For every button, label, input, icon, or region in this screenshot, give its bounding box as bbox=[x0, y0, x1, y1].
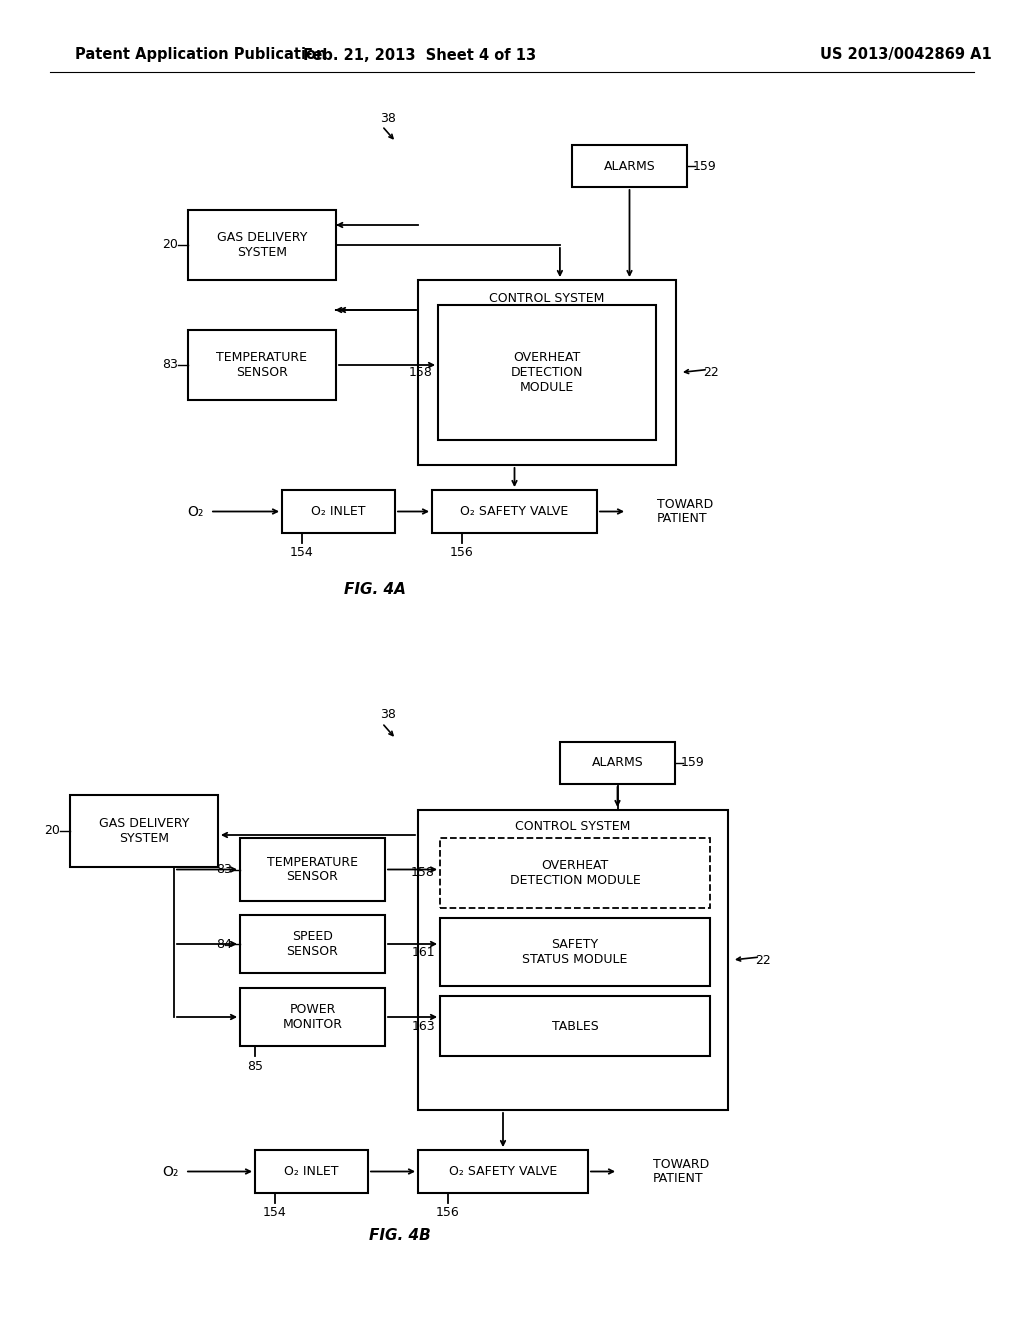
Text: TEMPERATURE
SENSOR: TEMPERATURE SENSOR bbox=[216, 351, 307, 379]
Text: 154: 154 bbox=[290, 546, 314, 560]
Text: O₂ SAFETY VALVE: O₂ SAFETY VALVE bbox=[461, 506, 568, 517]
Text: 161: 161 bbox=[412, 945, 435, 958]
Text: 20: 20 bbox=[162, 239, 178, 252]
Text: SAFETY
STATUS MODULE: SAFETY STATUS MODULE bbox=[522, 939, 628, 966]
Bar bbox=[418, 280, 676, 465]
Text: 85: 85 bbox=[247, 1060, 263, 1072]
Text: TEMPERATURE
SENSOR: TEMPERATURE SENSOR bbox=[267, 855, 358, 883]
Text: TOWARD
PATIENT: TOWARD PATIENT bbox=[653, 1158, 710, 1185]
Text: 22: 22 bbox=[703, 366, 719, 379]
Text: 38: 38 bbox=[380, 709, 396, 722]
Text: O₂ INLET: O₂ INLET bbox=[311, 506, 366, 517]
Bar bbox=[440, 838, 710, 908]
Bar bbox=[560, 742, 675, 784]
Text: TABLES: TABLES bbox=[552, 1019, 598, 1032]
Text: ALARMS: ALARMS bbox=[603, 160, 655, 173]
Text: Feb. 21, 2013  Sheet 4 of 13: Feb. 21, 2013 Sheet 4 of 13 bbox=[303, 48, 537, 62]
Text: 154: 154 bbox=[263, 1206, 287, 1220]
Bar bbox=[240, 987, 385, 1045]
Text: O₂ SAFETY VALVE: O₂ SAFETY VALVE bbox=[449, 1166, 557, 1177]
Text: FIG. 4A: FIG. 4A bbox=[344, 582, 406, 598]
Bar bbox=[188, 210, 336, 280]
Text: 156: 156 bbox=[451, 546, 474, 560]
Text: 83: 83 bbox=[216, 863, 232, 876]
Text: FIG. 4B: FIG. 4B bbox=[369, 1228, 431, 1242]
Text: O₂ INLET: O₂ INLET bbox=[285, 1166, 339, 1177]
Bar bbox=[432, 490, 597, 533]
Text: SPEED
SENSOR: SPEED SENSOR bbox=[287, 931, 339, 958]
Bar bbox=[438, 305, 656, 440]
Text: 163: 163 bbox=[412, 1019, 435, 1032]
Text: O₂: O₂ bbox=[162, 1164, 178, 1179]
Bar bbox=[240, 915, 385, 973]
Text: POWER
MONITOR: POWER MONITOR bbox=[283, 1003, 342, 1031]
Text: Patent Application Publication: Patent Application Publication bbox=[75, 48, 327, 62]
Bar bbox=[418, 810, 728, 1110]
Text: 156: 156 bbox=[436, 1206, 460, 1220]
Text: ALARMS: ALARMS bbox=[592, 756, 643, 770]
Bar bbox=[440, 997, 710, 1056]
Text: 83: 83 bbox=[162, 359, 178, 371]
Text: 38: 38 bbox=[380, 111, 396, 124]
Text: 159: 159 bbox=[693, 160, 717, 173]
Text: CONTROL SYSTEM: CONTROL SYSTEM bbox=[489, 292, 605, 305]
Bar bbox=[440, 917, 710, 986]
Bar bbox=[70, 795, 218, 867]
Text: OVERHEAT
DETECTION MODULE: OVERHEAT DETECTION MODULE bbox=[510, 859, 640, 887]
Text: 158: 158 bbox=[411, 866, 435, 879]
Bar bbox=[240, 838, 385, 902]
Text: 159: 159 bbox=[681, 756, 705, 770]
Text: 84: 84 bbox=[216, 937, 232, 950]
Text: TOWARD
PATIENT: TOWARD PATIENT bbox=[657, 498, 714, 525]
Text: GAS DELIVERY
SYSTEM: GAS DELIVERY SYSTEM bbox=[217, 231, 307, 259]
Bar bbox=[572, 145, 687, 187]
Text: US 2013/0042869 A1: US 2013/0042869 A1 bbox=[820, 48, 992, 62]
Text: O₂: O₂ bbox=[186, 504, 203, 519]
Bar bbox=[282, 490, 395, 533]
Bar bbox=[255, 1150, 368, 1193]
Text: CONTROL SYSTEM: CONTROL SYSTEM bbox=[515, 820, 631, 833]
Text: 158: 158 bbox=[410, 366, 433, 379]
Bar bbox=[418, 1150, 588, 1193]
Text: 20: 20 bbox=[44, 825, 60, 837]
Bar bbox=[188, 330, 336, 400]
Text: 22: 22 bbox=[755, 953, 771, 966]
Text: OVERHEAT
DETECTION
MODULE: OVERHEAT DETECTION MODULE bbox=[511, 351, 584, 393]
Text: GAS DELIVERY
SYSTEM: GAS DELIVERY SYSTEM bbox=[98, 817, 189, 845]
